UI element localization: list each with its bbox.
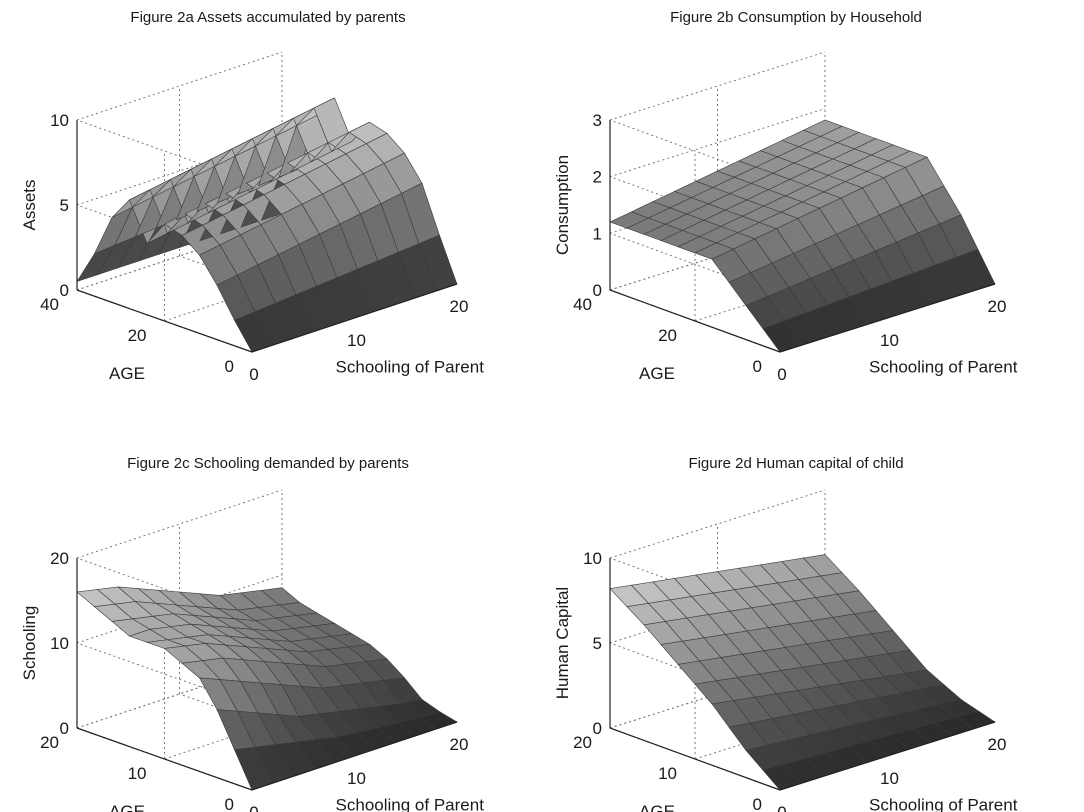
x-axis-label: Schooling of Parent — [336, 796, 485, 812]
z-axis-label: Consumption — [553, 155, 572, 255]
y-tick-label: 0 — [753, 795, 762, 812]
y-axis-label: AGE — [109, 802, 145, 812]
y-tick-label: 10 — [128, 764, 147, 783]
z-tick-label: 0 — [60, 281, 69, 300]
x-axis — [779, 721, 996, 791]
y-axis-label: AGE — [639, 802, 675, 812]
x-tick-label: 0 — [249, 803, 258, 812]
y-tick-label: 10 — [658, 764, 677, 783]
z-axis-label: Assets — [20, 179, 39, 230]
z-tick-label: 2 — [593, 168, 602, 187]
gridline — [76, 136, 283, 206]
y-tick-label: 20 — [658, 326, 677, 345]
y-tick-label: 40 — [573, 295, 592, 314]
y-tick-label: 0 — [753, 357, 762, 376]
x-tick-label: 0 — [777, 803, 786, 812]
y-axis-label: AGE — [639, 364, 675, 383]
chart-title: Figure 2c Schooling demanded by parents — [127, 455, 409, 472]
panel-fig2a: Figure 2a Assets accumulated by parents 0… — [20, 9, 484, 384]
y-tick-label: 20 — [40, 733, 59, 752]
x-tick-label: 10 — [347, 769, 366, 788]
gridline — [164, 252, 370, 322]
gridline — [164, 690, 370, 760]
y-tick-label: 20 — [128, 326, 147, 345]
z-tick-label: 0 — [593, 281, 602, 300]
x-axis — [779, 283, 996, 353]
x-tick-label: 20 — [450, 735, 469, 754]
z-tick-label: 10 — [583, 549, 602, 568]
y-axis — [76, 727, 253, 791]
panel-fig2c: Figure 2c Schooling demanded by parents 0… — [20, 455, 484, 812]
x-axis-label: Schooling of Parent — [869, 358, 1018, 377]
z-axis-label: Human Capital — [553, 587, 572, 699]
z-tick-label: 10 — [50, 111, 69, 130]
y-tick-label: 20 — [573, 733, 592, 752]
z-tick-label: 3 — [593, 111, 602, 130]
z-axis-label: Schooling — [20, 606, 39, 681]
y-axis — [609, 727, 781, 791]
z-tick-label: 0 — [60, 719, 69, 738]
y-axis-label: AGE — [109, 364, 145, 383]
chart-title: Figure 2b Consumption by Household — [670, 9, 922, 26]
y-axis — [76, 289, 253, 353]
x-tick-label: 10 — [347, 331, 366, 350]
x-tick-label: 0 — [777, 365, 786, 384]
x-tick-label: 20 — [988, 297, 1007, 316]
x-tick-label: 20 — [988, 735, 1007, 754]
panel-fig2d: Figure 2d Human capital of child01020010… — [553, 455, 1018, 812]
x-axis — [251, 721, 458, 791]
z-tick-label: 5 — [593, 634, 602, 653]
y-axis — [609, 289, 781, 353]
gridline — [76, 574, 283, 644]
gridline — [76, 51, 283, 121]
chart-title: Figure 2a Assets accumulated by parents — [130, 9, 405, 26]
chart-title: Figure 2d Human capital of child — [688, 455, 903, 472]
z-tick-label: 5 — [60, 196, 69, 215]
z-tick-label: 0 — [593, 719, 602, 738]
y-tick-label: 0 — [225, 795, 234, 812]
y-tick-label: 40 — [40, 295, 59, 314]
panel-fig2b: Figure 2b Consumption by Household010200… — [553, 9, 1018, 384]
x-axis-label: Schooling of Parent — [869, 796, 1018, 812]
x-tick-label: 20 — [450, 297, 469, 316]
x-tick-label: 10 — [880, 769, 899, 788]
y-tick-label: 0 — [225, 357, 234, 376]
z-tick-label: 10 — [50, 634, 69, 653]
x-tick-label: 0 — [249, 365, 258, 384]
x-tick-label: 10 — [880, 331, 899, 350]
x-axis — [251, 283, 458, 353]
gridline — [76, 221, 283, 291]
gridline — [76, 489, 283, 559]
z-tick-label: 1 — [593, 224, 602, 243]
gridline — [76, 659, 283, 729]
x-axis-label: Schooling of Parent — [336, 358, 485, 377]
z-tick-label: 20 — [50, 549, 69, 568]
